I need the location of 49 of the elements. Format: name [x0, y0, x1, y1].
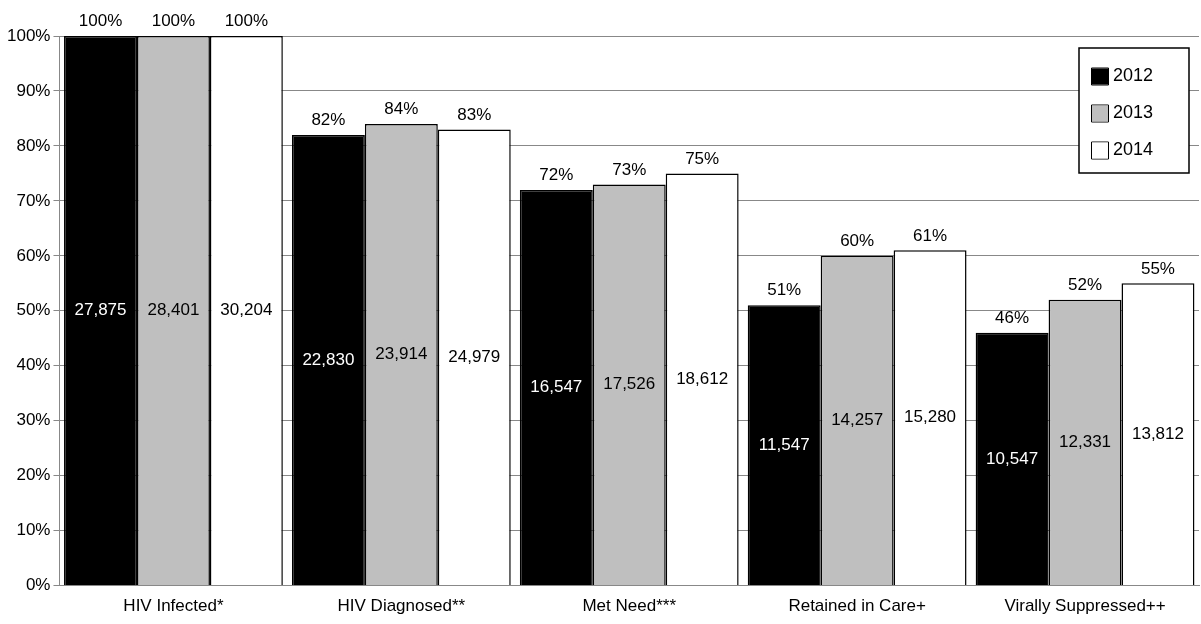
annotation: 12,331 — [1059, 432, 1112, 452]
annotation: 24,979 — [448, 346, 501, 366]
data-label: 55% — [1140, 258, 1175, 278]
x-tick-label: Virally Suppressed++ — [1004, 596, 1166, 616]
annotation: 22,830 — [302, 349, 355, 369]
annotation: 27,875 — [74, 300, 127, 320]
y-tick-label: 0% — [25, 575, 51, 595]
data-label: 73% — [612, 159, 647, 179]
annotation: 18,612 — [676, 368, 729, 388]
legend-label: 2014 — [1113, 139, 1154, 160]
data-label: 52% — [1068, 275, 1103, 294]
data-label: 60% — [840, 231, 875, 251]
legend-label: 2012 — [1113, 65, 1154, 86]
legend-label: 2013 — [1113, 102, 1154, 123]
y-tick-label: 70% — [16, 190, 51, 210]
data-label: 100% — [78, 11, 123, 31]
x-tick-label: Met Need*** — [582, 596, 677, 616]
y-tick-label: 90% — [16, 80, 51, 100]
annotation: 15,280 — [904, 407, 957, 427]
data-label: 72% — [539, 165, 574, 185]
annotation: 16,547 — [530, 377, 583, 397]
data-label: 82% — [311, 110, 346, 130]
y-tick-label: 50% — [16, 300, 51, 320]
annotation: 28,401 — [147, 300, 200, 320]
y-tick-label: 60% — [16, 245, 51, 265]
data-label: 75% — [685, 148, 720, 168]
y-tick-label: 30% — [16, 410, 51, 430]
y-tick-label: 80% — [16, 135, 51, 155]
annotation: 23,914 — [375, 344, 428, 364]
annotation: 13,812 — [1131, 423, 1184, 443]
data-label: 51% — [767, 280, 802, 300]
data-label: 100% — [151, 11, 196, 31]
y-tick-label: 100% — [7, 25, 51, 45]
y-tick-label: 10% — [16, 520, 51, 540]
annotation: 17,526 — [603, 374, 656, 394]
annotation: 14,257 — [831, 410, 884, 430]
x-tick-label: HIV Diagnosed** — [337, 596, 466, 616]
x-tick-label: Retained in Care+ — [788, 596, 926, 616]
annotation: 30,204 — [220, 300, 273, 320]
x-tick-label: HIV Infected* — [123, 596, 224, 616]
data-label: 100% — [224, 11, 269, 31]
y-tick-label: 40% — [16, 355, 51, 375]
data-label: 61% — [913, 225, 948, 245]
y-tick-label: 20% — [16, 465, 51, 485]
data-label: 46% — [995, 307, 1030, 327]
annotation: 11,547 — [758, 434, 810, 454]
annotation: 10,547 — [986, 448, 1039, 468]
data-label: 84% — [384, 99, 419, 119]
data-label: 83% — [457, 104, 492, 124]
